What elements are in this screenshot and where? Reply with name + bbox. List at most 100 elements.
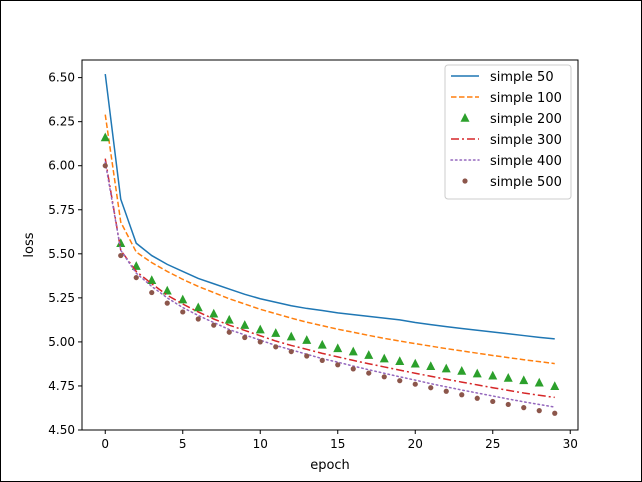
series-line	[104, 161, 556, 408]
x-tick-label: 20	[408, 437, 423, 451]
data-point-triangle	[209, 308, 219, 318]
series-5	[102, 163, 558, 416]
series-4	[104, 161, 556, 408]
data-point-triangle	[286, 331, 296, 341]
legend: simple 50 simple 100 simple 200 simple 300 s…	[444, 64, 572, 200]
legend-marker	[460, 113, 470, 122]
data-point-triangle	[178, 294, 188, 304]
x-axis-label: epoch	[310, 458, 350, 473]
data-point-triangle	[147, 275, 157, 284]
legend-label: simple 500	[490, 175, 562, 190]
data-point-dot	[536, 408, 542, 414]
data-point-triangle	[534, 377, 544, 387]
data-point-dot	[474, 395, 480, 401]
data-point-triangle	[224, 314, 234, 324]
data-point-dot	[490, 398, 496, 405]
y-tick-label: 5.75	[48, 203, 75, 217]
data-point-triangle	[550, 381, 560, 391]
data-point-dot	[118, 252, 124, 259]
y-tick-label: 5.00	[48, 335, 75, 349]
data-point-dot	[366, 370, 372, 376]
data-point-triangle	[426, 361, 436, 370]
series-line	[104, 74, 555, 340]
data-point-dot	[164, 300, 170, 306]
data-point-dot	[102, 163, 108, 169]
data-point-triangle	[240, 320, 250, 329]
y-tick-label: 4.75	[48, 379, 75, 393]
x-tick-label: 0	[101, 437, 109, 451]
data-point-triangle	[255, 324, 265, 334]
series-1	[104, 114, 555, 365]
x-tick-label: 15	[330, 437, 345, 451]
data-point-dot	[350, 366, 356, 372]
data-point-dot	[149, 289, 155, 296]
data-point-triangle	[488, 370, 498, 380]
data-point-triangle	[457, 365, 467, 375]
data-point-dot	[211, 322, 217, 328]
series-layer	[100, 74, 560, 416]
data-point-dot	[381, 374, 387, 380]
data-point-dot	[505, 401, 511, 408]
x-tick-label: 10	[253, 437, 268, 451]
data-point-dot	[180, 309, 186, 315]
data-point-dot	[226, 329, 232, 335]
series-3	[104, 158, 555, 399]
x-tick-label: 30	[563, 437, 578, 451]
y-tick-label: 5.25	[48, 291, 75, 305]
legend-label: simple 200	[490, 112, 562, 127]
data-point-triangle	[131, 261, 141, 270]
data-point-triangle	[410, 358, 420, 368]
y-tick-label: 6.25	[48, 115, 75, 129]
data-point-triangle	[519, 375, 529, 385]
data-point-triangle	[162, 285, 172, 295]
series-0	[104, 74, 555, 340]
legend-label: simple 100	[490, 91, 562, 106]
y-tick-label: 5.50	[48, 247, 75, 261]
data-point-dot	[443, 388, 449, 394]
series-line	[104, 114, 555, 365]
data-point-dot	[273, 344, 279, 350]
data-point-dot	[242, 334, 248, 341]
legend-label: simple 50	[490, 70, 554, 85]
data-point-dot	[521, 405, 527, 411]
data-point-dot	[459, 392, 465, 398]
data-point-dot	[257, 339, 263, 345]
data-point-dot	[552, 410, 558, 416]
plot-area-frame	[81, 59, 579, 431]
data-point-dot	[195, 316, 201, 322]
data-point-dot	[428, 385, 434, 391]
data-point-triangle	[302, 335, 312, 344]
y-tick-label: 4.50	[48, 423, 75, 437]
data-point-triangle	[193, 302, 203, 312]
data-point-triangle	[317, 339, 327, 349]
data-point-triangle	[116, 238, 126, 247]
y-axis-label: loss	[22, 232, 37, 257]
data-point-triangle	[271, 328, 281, 337]
legend-label: simple 400	[490, 154, 562, 169]
x-tick-label: 25	[485, 437, 500, 451]
data-point-triangle	[364, 350, 374, 359]
y-tick-label: 6.50	[48, 71, 75, 85]
data-point-triangle	[379, 353, 389, 363]
data-point-dot	[288, 348, 294, 355]
data-point-dot	[133, 274, 139, 281]
data-point-triangle	[441, 363, 451, 373]
data-point-dot	[335, 362, 341, 368]
data-point-triangle	[348, 346, 358, 356]
ticks-layer: 0 5 10 15 20 25 30 4.50 4.75 5.00 5.25 5.50 5.75 6.00…	[48, 71, 578, 451]
data-point-dot	[412, 381, 418, 387]
y-tick-label: 6.00	[48, 159, 75, 173]
data-point-triangle	[100, 132, 110, 142]
data-point-dot	[304, 353, 310, 359]
series-line	[104, 158, 555, 399]
x-tick-label: 5	[179, 437, 187, 451]
data-point-dot	[319, 357, 325, 364]
data-point-triangle	[503, 373, 513, 382]
legend-marker	[462, 178, 468, 184]
data-point-triangle	[395, 356, 405, 366]
data-point-dot	[397, 378, 403, 384]
data-point-triangle	[333, 343, 343, 353]
legend-box	[444, 64, 572, 200]
